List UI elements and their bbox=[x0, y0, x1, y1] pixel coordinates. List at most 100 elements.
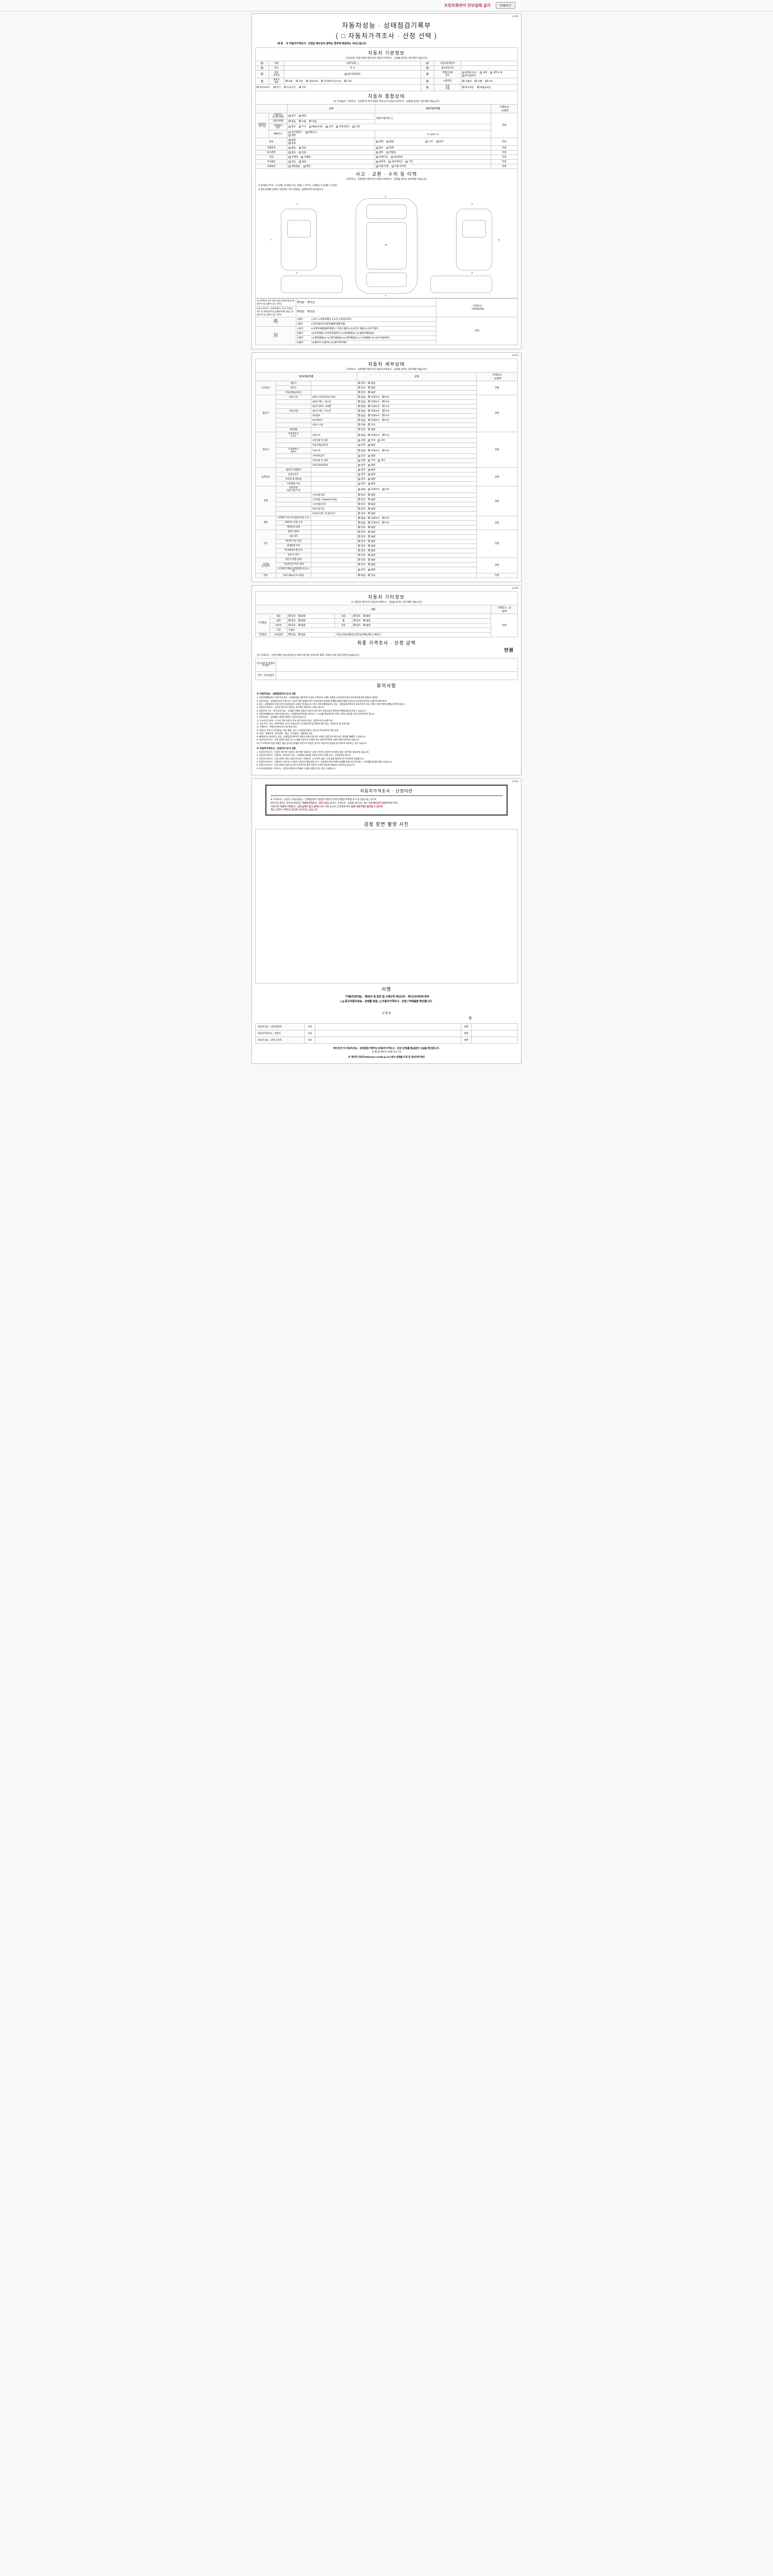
etc-repair-state-2[interactable]: 양호 불량 bbox=[287, 622, 335, 628]
checkbox-option[interactable]: 양호 bbox=[358, 473, 365, 476]
checkbox-option[interactable]: 적정 bbox=[358, 423, 365, 427]
checkbox-option[interactable]: 양호 bbox=[358, 568, 365, 571]
detail-state-6-5[interactable]: 양호 불량 bbox=[357, 552, 477, 558]
checkbox-option[interactable]: 양호 bbox=[358, 545, 365, 548]
checkbox-option[interactable]: 과다 bbox=[378, 459, 385, 462]
detail-state-6-0[interactable]: 양호 불량 bbox=[357, 529, 477, 535]
detail-state-4-3[interactable]: 양호 불량 bbox=[357, 501, 477, 507]
checkbox-option[interactable]: 없음 bbox=[358, 517, 365, 520]
overall-state-special[interactable]: 없음 있음 bbox=[287, 145, 375, 150]
checkbox-option[interactable]: 미세누유 bbox=[368, 400, 380, 403]
checkbox-option[interactable]: 불량 bbox=[368, 512, 375, 515]
accident-sub-state-0[interactable]: 없음 있음 bbox=[295, 298, 437, 307]
etc-basic-items[interactable]: 기타[ ]사용설명서[ ]안전삼각대[ ]잭[ ]스패너[ ] bbox=[334, 632, 491, 637]
overall-state-1[interactable]: 많음 보통 적음 bbox=[287, 118, 375, 124]
checkbox-option[interactable]: 양호 bbox=[358, 444, 365, 447]
basic-row-7-value[interactable]: 자동 수동 세미오토 무단변속기(CVT) 기타 bbox=[284, 77, 421, 85]
trans-opt-2[interactable]: 세미오토 bbox=[306, 80, 318, 83]
checkbox-option[interactable]: 적정 bbox=[358, 439, 365, 442]
detail-state-5-2[interactable]: 양호 불량 bbox=[357, 524, 477, 530]
checkbox-option[interactable]: 미세누유 bbox=[368, 434, 380, 437]
fuel-opt-6b[interactable]: 기타 bbox=[298, 86, 306, 89]
checkbox-option[interactable]: 불량 bbox=[368, 464, 375, 467]
overall-state-2[interactable]: 양호 부식 훼손(오손) 상이 변조(변타) 도말 bbox=[287, 123, 491, 131]
detail-state-6-2[interactable]: 양호 불량 bbox=[357, 538, 477, 544]
checkbox-option[interactable]: 미세누유 bbox=[368, 405, 380, 408]
checkbox-option[interactable]: 누유 bbox=[382, 396, 390, 399]
checkbox-option[interactable]: 양호 bbox=[358, 478, 365, 481]
sign-f2-1-value[interactable] bbox=[471, 1029, 518, 1037]
checkbox-option[interactable]: 불량 bbox=[368, 386, 375, 389]
detail-state-4-2[interactable]: 양호 불량 bbox=[357, 497, 477, 502]
checkbox-option[interactable]: 불량 bbox=[368, 473, 375, 476]
checkbox-option[interactable]: 불량 bbox=[368, 535, 375, 538]
overall-price-tuning[interactable]: 만원 bbox=[491, 138, 518, 146]
checkbox-option[interactable]: 불량 bbox=[368, 454, 375, 457]
checkbox-option[interactable]: 양호 bbox=[358, 494, 365, 497]
sign-f1-0-value[interactable] bbox=[315, 1023, 461, 1030]
checkbox-option[interactable]: 불량 bbox=[368, 558, 375, 562]
checkbox-option[interactable]: 있음 bbox=[368, 574, 375, 577]
checkbox-option[interactable]: 양호 bbox=[358, 382, 365, 385]
detail-price-8[interactable]: 만원 bbox=[476, 572, 518, 578]
checkbox-option[interactable]: 불량 bbox=[368, 545, 375, 548]
detail-state-0-1[interactable]: 양호 불량 bbox=[357, 385, 477, 391]
detail-state-1-4[interactable]: 없음 미세누수 누수 bbox=[357, 413, 477, 418]
detail-state-7-1[interactable]: 양호 불량 bbox=[357, 562, 477, 567]
checkbox-option[interactable]: 불량 bbox=[368, 554, 375, 557]
warranty-opt-1[interactable]: 보험사보증 bbox=[477, 86, 491, 89]
detail-state-3-1[interactable]: 양호 불량 bbox=[357, 472, 477, 478]
checkbox-option[interactable]: 없음 bbox=[358, 405, 365, 408]
overall-state-3[interactable]: 일산화탄소 탄화수소 매연 bbox=[287, 130, 375, 138]
checkbox-option[interactable]: 누수 bbox=[382, 419, 390, 422]
checkbox-option[interactable]: 누유 bbox=[382, 449, 390, 452]
checkbox-option[interactable]: 불량 bbox=[368, 531, 375, 534]
overall-state-usage2[interactable]: 없음 있음 bbox=[287, 150, 375, 155]
checkbox-option[interactable]: 미세누유 bbox=[368, 521, 380, 524]
basic-row-6-value[interactable]: 원래의 표시 교체 세부요 표 파인방여가 bbox=[461, 70, 518, 78]
etc-repair-state-3[interactable]: 부품[ ] bbox=[287, 627, 491, 633]
detail-state-2-0[interactable]: 없음 미세누유 누유 bbox=[357, 431, 477, 439]
etc-repair-state-0[interactable]: 양호 불량 bbox=[287, 613, 335, 619]
checkbox-performance-check[interactable] bbox=[342, 999, 345, 1004]
checkbox-option[interactable]: 양호 bbox=[358, 507, 365, 511]
checkbox-option[interactable]: 미세누수 bbox=[368, 414, 380, 417]
detail-state-1-2[interactable]: 없음 미세누유 누유 bbox=[357, 403, 477, 409]
etc-basic-state[interactable]: 있음 없음 bbox=[287, 632, 335, 637]
checkbox-option[interactable]: 없음 bbox=[358, 410, 365, 413]
checkbox-option[interactable]: 양호 bbox=[358, 482, 365, 485]
checkbox-option[interactable]: 양호 bbox=[358, 563, 365, 566]
checkbox-option[interactable]: 없음 bbox=[358, 434, 365, 437]
basic-row-8-value[interactable]: 가솔린 디젤 LPG bbox=[461, 77, 518, 85]
detail-state-5-0[interactable]: 없음 미세누유 누유 bbox=[357, 515, 477, 521]
odometer-opt-1[interactable]: 교체 bbox=[480, 71, 487, 74]
checkbox-option[interactable]: 양호 bbox=[358, 468, 365, 471]
detail-price-1[interactable]: 만원 bbox=[476, 394, 518, 432]
odometer-opt-3[interactable]: 파인방여가 bbox=[462, 74, 476, 77]
checkbox-option[interactable]: 양호 bbox=[358, 503, 365, 506]
basic-row-5-value[interactable]: 최초등록일자 bbox=[284, 70, 421, 78]
fuel-opt-3b[interactable]: 하이브리드 bbox=[257, 86, 271, 89]
checkbox-option[interactable]: 불량 bbox=[368, 549, 375, 552]
checkbox-option[interactable]: 불량 bbox=[368, 507, 375, 511]
checkbox-option[interactable]: 없음 bbox=[358, 396, 365, 399]
basic-row-2-value[interactable] bbox=[461, 61, 518, 66]
checkbox-option[interactable]: 적정 bbox=[358, 459, 365, 462]
checkbox-option[interactable]: 양호 bbox=[358, 549, 365, 552]
fuel-opt-2[interactable]: LPG bbox=[485, 80, 493, 82]
checkbox-option[interactable]: 양호 bbox=[358, 558, 365, 562]
detail-state-1-0[interactable]: 없음 미세누유 누유 bbox=[357, 394, 477, 400]
checkbox-option[interactable]: 없음 bbox=[358, 414, 365, 417]
trans-opt-1[interactable]: 수동 bbox=[296, 80, 303, 83]
checkbox-option[interactable]: 미세누유 bbox=[368, 449, 380, 452]
overall-item-recall[interactable]: 리콜 이행 리콜 미이행 bbox=[375, 164, 491, 169]
detail-price-7[interactable]: 만원 bbox=[476, 557, 518, 573]
checkbox-option[interactable]: 양호 bbox=[358, 512, 365, 515]
checkbox-option[interactable]: 양호 bbox=[358, 535, 365, 538]
checkbox-option[interactable]: 미세누유 bbox=[368, 396, 380, 399]
detail-state-2-2[interactable]: 양호 불량 bbox=[357, 443, 477, 448]
detail-state-1-7[interactable]: 양호 불량 bbox=[357, 427, 477, 432]
fuel-extra[interactable]: 하이브리드 전기 수소전기 기타 bbox=[255, 84, 421, 91]
detail-price-6[interactable]: 만원 bbox=[476, 529, 518, 558]
detail-state-0-0[interactable]: 양호 불량 bbox=[357, 380, 477, 386]
